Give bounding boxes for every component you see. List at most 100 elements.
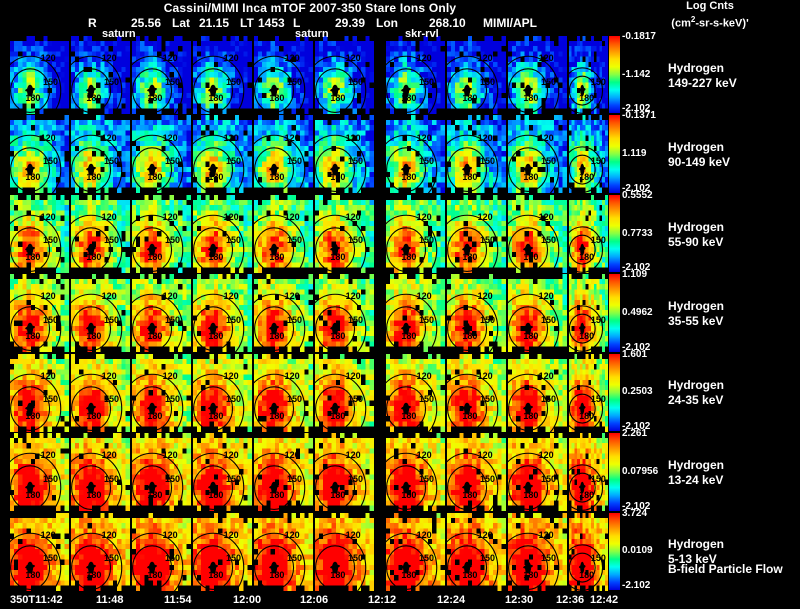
skymap-cell[interactable]: 150 180 bbox=[569, 194, 608, 274]
skymap-cell[interactable]: 120 150 180 bbox=[10, 512, 69, 591]
panel-species: Hydrogen bbox=[668, 299, 725, 313]
skymap-cell[interactable]: 120 150 180 bbox=[132, 512, 191, 591]
skymap-cell[interactable]: 120 150 180 bbox=[447, 274, 506, 353]
skymap-cell[interactable]: 120 150 180 bbox=[132, 115, 191, 194]
skymap-cell[interactable]: 120 150 180 bbox=[315, 194, 374, 274]
panel-label-panel-h-24-35: Hydrogen 24-35 keV bbox=[668, 378, 724, 408]
skymap-cell[interactable]: 120 150 180 bbox=[71, 115, 130, 194]
colorbar-tick-max: -0.1817 bbox=[622, 31, 656, 42]
colorbar-tick-min: -2.102 bbox=[622, 262, 651, 274]
skymap-cell[interactable]: 120 150 180 bbox=[10, 433, 69, 512]
colorbar-tick-max: 2.261 bbox=[622, 428, 648, 440]
skymap-cell[interactable]: 120 150 180 bbox=[71, 36, 130, 115]
colorbar-panel-h-55-90 bbox=[609, 194, 620, 273]
skymap-cell[interactable]: 120 150 180 bbox=[447, 353, 506, 433]
skymap-cell[interactable]: 120 150 180 bbox=[315, 512, 374, 591]
skymap-cell[interactable]: 120 150 180 bbox=[132, 274, 191, 353]
skymap-cell[interactable]: 120 150 180 bbox=[447, 433, 506, 512]
skymap-row: 120 150 180 120 150 180 120 150 180 120 150 180 120 1… bbox=[10, 433, 608, 512]
skymap-cell[interactable]: 120 150 180 bbox=[315, 274, 374, 353]
skymap-cell[interactable]: 120 150 180 bbox=[71, 433, 130, 512]
skymap-cell[interactable]: 120 150 180 bbox=[508, 512, 567, 591]
skymap-cell[interactable]: 120 150 180 bbox=[508, 353, 567, 433]
skymap-cell[interactable]: 120 150 180 bbox=[10, 353, 69, 433]
colorbar-tick-min: -2.102 bbox=[622, 421, 651, 433]
skymap-cell[interactable]: 150 180 bbox=[569, 36, 608, 115]
colorbar-tick-mid: 0.07956 bbox=[622, 465, 659, 477]
skymap-cell[interactable]: 120 150 180 bbox=[193, 194, 252, 274]
colorbar-tick-min: -2.102 bbox=[622, 103, 651, 115]
figure-header: Cassini/MIMI Inca mTOF 2007-350 Stare Io… bbox=[0, 0, 800, 36]
skymap-cell[interactable]: 120 150 180 bbox=[193, 115, 252, 194]
skymap-cell[interactable]: 150 180 bbox=[569, 433, 608, 512]
panel-species: Hydrogen bbox=[668, 140, 725, 155]
skymap-cell[interactable]: 120 150 180 bbox=[10, 115, 69, 194]
skymap-cell[interactable]: 120 150 180 bbox=[193, 433, 252, 512]
skymap-cell[interactable]: 120 150 180 bbox=[193, 353, 252, 433]
skymap-cell[interactable]: 120 150 180 bbox=[315, 36, 374, 115]
header-lon-value: 268.10 bbox=[429, 16, 466, 30]
skymap-cell[interactable]: 120 150 180 bbox=[386, 512, 445, 591]
skymap-cell[interactable]: 120 150 180 bbox=[254, 194, 313, 274]
skymap-cell[interactable]: 120 150 180 bbox=[508, 274, 567, 353]
skymap-cell[interactable]: 120 150 180 bbox=[193, 36, 252, 115]
time-tick-label: 12:30 bbox=[505, 594, 534, 606]
skymap-cell[interactable]: 120 150 180 bbox=[10, 274, 69, 353]
colorbar-title-line1: Log Cnts bbox=[686, 0, 734, 12]
skymap-cell[interactable]: 120 150 180 bbox=[71, 512, 130, 591]
skymap-cell[interactable]: 150 180 bbox=[569, 115, 608, 194]
skymap-cell[interactable]: 120 150 180 bbox=[386, 353, 445, 433]
skymap-cell[interactable]: 120 150 180 bbox=[386, 274, 445, 353]
skymap-cell[interactable]: 150 180 bbox=[569, 353, 608, 433]
skymap-row: 120 150 180 120 150 180 120 150 180 120 150 180 120 1… bbox=[10, 194, 608, 274]
skymap-cell[interactable]: 120 150 180 bbox=[508, 194, 567, 274]
colorbar-ticks: 1.601 0.2503 -2.102 bbox=[622, 349, 682, 433]
skymap-cell[interactable]: 120 150 180 bbox=[386, 433, 445, 512]
skymap-cell[interactable]: 120 150 180 bbox=[254, 115, 313, 194]
colorbar-tick-mid: 0.4962 bbox=[622, 306, 653, 318]
skymap-row: 120 150 180 120 150 180 120 150 180 120 150 180 120 1… bbox=[10, 512, 608, 591]
skymap-cell[interactable]: 120 150 180 bbox=[447, 115, 506, 194]
skymap-cell[interactable]: 120 150 180 bbox=[386, 194, 445, 274]
skymap-cell[interactable]: 120 150 180 bbox=[10, 194, 69, 274]
skymap-cell[interactable]: 150 180 bbox=[569, 512, 608, 591]
skymap-cell[interactable]: 120 150 180 bbox=[508, 433, 567, 512]
skymap-cell[interactable]: 120 150 180 bbox=[193, 274, 252, 353]
skymap-cell[interactable]: 120 150 180 bbox=[10, 36, 69, 115]
colorbar-tick-max: 3.724 bbox=[622, 507, 648, 519]
skymap-cell[interactable]: 120 150 180 bbox=[254, 274, 313, 353]
time-tick-label: 12:36 bbox=[556, 594, 585, 606]
skymap-cell[interactable]: 120 150 180 bbox=[447, 194, 506, 274]
skymap-cell[interactable]: 120 150 180 bbox=[132, 36, 191, 115]
skymap-cell[interactable]: 150 180 bbox=[569, 274, 608, 353]
skymap-cell[interactable]: 120 150 180 bbox=[386, 115, 445, 194]
skymap-cell[interactable]: 120 150 180 bbox=[71, 194, 130, 274]
skymap-cell[interactable]: 120 150 180 bbox=[254, 353, 313, 433]
skymap-cell[interactable]: 120 150 180 bbox=[132, 433, 191, 512]
skymap-cell[interactable]: 120 150 180 bbox=[132, 353, 191, 433]
skymap-cell[interactable]: 120 150 180 bbox=[254, 36, 313, 115]
panel-species: Hydrogen bbox=[668, 378, 725, 393]
panel-energy: 5-13 keV bbox=[668, 552, 717, 567]
skymap-cell[interactable]: 120 150 180 bbox=[71, 274, 130, 353]
skymap-cell[interactable]: 120 150 180 bbox=[193, 512, 252, 591]
skymap-cell[interactable]: 120 150 180 bbox=[508, 115, 567, 194]
colorbar-tick-mid: 0.0109 bbox=[622, 545, 653, 557]
panel-label-panel-h-55-90: Hydrogen 55-90 keV bbox=[668, 220, 724, 250]
skymap-cell[interactable]: 120 150 180 bbox=[315, 353, 374, 433]
skymap-cell[interactable]: 120 150 180 bbox=[315, 115, 374, 194]
skymap-cell[interactable]: 120 150 180 bbox=[254, 512, 313, 591]
skymap-cell[interactable]: 120 150 180 bbox=[508, 36, 567, 115]
skymap-cell[interactable]: 120 150 180 bbox=[254, 433, 313, 512]
skymap-cell[interactable]: 120 150 180 bbox=[71, 353, 130, 433]
skymap-cell[interactable]: 120 150 180 bbox=[447, 36, 506, 115]
skymap-cell[interactable]: 120 150 180 bbox=[386, 36, 445, 115]
skymap-cell[interactable]: 120 150 180 bbox=[447, 512, 506, 591]
colorbar-panel-h-13-24 bbox=[609, 433, 620, 511]
skymap-cell[interactable]: 120 150 180 bbox=[132, 194, 191, 274]
skymap-cell[interactable]: 120 150 180 bbox=[315, 433, 374, 512]
colorbar-title-line2: (cm2-sr-s-keV)' bbox=[620, 13, 800, 31]
colorbar-tick-min: -2.102 bbox=[622, 500, 651, 512]
colorbar-panel-h-90-149 bbox=[609, 115, 620, 193]
